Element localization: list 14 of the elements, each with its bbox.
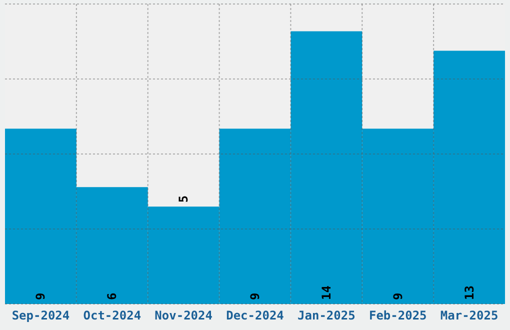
x-tick-label: Dec-2024	[226, 308, 284, 323]
x-tick-label: Mar-2025	[440, 308, 498, 323]
x-tick-label: Nov-2024	[154, 308, 212, 323]
data-label: 5	[176, 195, 191, 203]
x-tick-label: Sep-2024	[12, 308, 70, 323]
data-label: 14	[319, 286, 334, 300]
data-label: 9	[390, 292, 405, 300]
x-tick-label: Jan-2025	[298, 308, 356, 323]
data-label: 9	[248, 292, 262, 300]
data-label: 9	[34, 292, 48, 300]
data-label: 6	[105, 292, 120, 300]
data-label: 13	[462, 286, 476, 300]
x-tick-label: Feb-2025	[368, 308, 427, 323]
x-tick-label: Oct-2024	[83, 308, 142, 323]
